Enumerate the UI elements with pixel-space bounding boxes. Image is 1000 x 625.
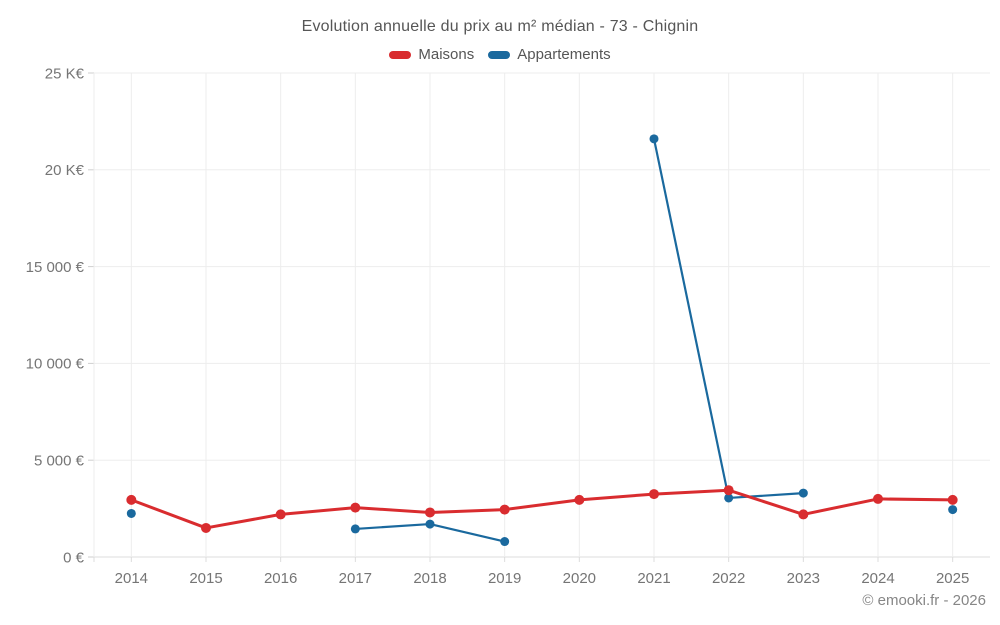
data-point-appartements[interactable]: [798, 488, 808, 498]
series-line-maisons: [353, 506, 432, 514]
y-axis-label: 5 000 €: [34, 452, 85, 469]
chart-title: Evolution annuelle du prix au m² médian …: [301, 18, 699, 35]
data-point-appartements[interactable]: [126, 508, 136, 518]
x-axis-label: 2019: [488, 570, 521, 587]
data-point-maisons[interactable]: [126, 494, 137, 505]
x-axis-label: 2025: [936, 570, 969, 587]
appartements-swatch-icon: [488, 50, 511, 59]
x-axis-label: 2022: [712, 570, 745, 587]
data-point-maisons[interactable]: [499, 504, 510, 515]
series-line-maisons: [876, 497, 955, 502]
y-axis-label: 20 K€: [45, 162, 85, 179]
series-line-appartements: [354, 522, 432, 531]
x-axis-label: 2017: [339, 570, 372, 587]
y-axis-label: 0 €: [63, 549, 85, 566]
data-point-maisons[interactable]: [201, 522, 211, 533]
data-point-maisons[interactable]: [350, 502, 361, 513]
series-line-maisons: [577, 492, 656, 502]
x-axis-label: 2024: [861, 570, 894, 587]
chart-legend: Maisons Appartements: [0, 46, 1000, 63]
copyright-watermark: © emooki.fr - 2026: [862, 592, 986, 609]
data-point-appartements[interactable]: [948, 505, 958, 515]
series-line-maisons: [279, 506, 357, 516]
x-axis-label: 2023: [787, 570, 820, 587]
x-axis-label: 2016: [264, 570, 297, 587]
data-point-maisons[interactable]: [947, 494, 958, 505]
data-point-appartements[interactable]: [500, 537, 510, 547]
legend-item-appartements[interactable]: Appartements: [488, 46, 611, 63]
data-point-maisons[interactable]: [873, 493, 883, 504]
series-line-maisons: [652, 488, 731, 496]
data-point-maisons[interactable]: [275, 509, 286, 520]
y-axis-label: 15 000 €: [26, 259, 85, 276]
data-point-appartements[interactable]: [649, 134, 659, 144]
legend-label-maisons: Maisons: [418, 46, 475, 63]
y-axis-label: 10 000 €: [26, 356, 85, 373]
x-axis-label: 2014: [115, 570, 148, 587]
legend-label-appartements: Appartements: [517, 46, 611, 63]
data-point-maisons[interactable]: [574, 494, 585, 505]
x-axis-label: 2021: [637, 570, 670, 587]
series-line-appartements: [428, 522, 506, 543]
data-point-appartements[interactable]: [350, 524, 360, 534]
data-point-maisons[interactable]: [723, 485, 734, 496]
legend-item-maisons[interactable]: Maisons: [389, 46, 474, 63]
data-point-appartements[interactable]: [724, 493, 734, 503]
data-point-maisons[interactable]: [649, 489, 659, 500]
y-axis-label: 25 K€: [45, 65, 85, 82]
x-axis-label: 2018: [413, 570, 446, 587]
data-point-maisons[interactable]: [798, 509, 809, 520]
data-point-appartements[interactable]: [425, 519, 435, 529]
series-line-maisons: [801, 497, 880, 516]
series-line-maisons: [129, 498, 208, 530]
x-axis-label: 2020: [563, 570, 596, 587]
series-line-appartements: [652, 137, 730, 500]
data-point-maisons[interactable]: [425, 507, 435, 518]
series-line-maisons: [503, 498, 581, 512]
x-axis-label: 2015: [189, 570, 222, 587]
series-line-maisons: [428, 508, 507, 514]
series-line-maisons: [204, 512, 283, 530]
maisons-swatch-icon: [389, 50, 412, 59]
series-line-maisons: [727, 488, 805, 516]
series-line-appartements: [727, 492, 805, 500]
